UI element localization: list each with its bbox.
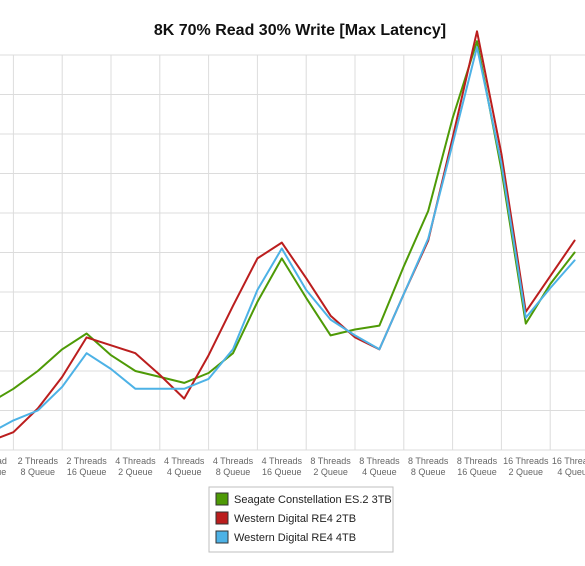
x-tick-label: 4 Queue xyxy=(167,467,202,477)
x-tick-label: 16 Threads xyxy=(552,456,585,466)
legend-box xyxy=(208,486,394,553)
grid xyxy=(0,54,585,451)
x-tick-label: 4 Threads xyxy=(164,456,205,466)
legend-swatch xyxy=(215,492,229,506)
x-tick-label: 16 Queue xyxy=(262,467,302,477)
x-tick-label: 2 Queue xyxy=(509,467,544,477)
x-tick-label: 8 Threads xyxy=(408,456,449,466)
x-tick-label: 16 Threads xyxy=(503,456,549,466)
x-tick-label: 2 Queue xyxy=(118,467,153,477)
x-tick-label: 4 Threads xyxy=(115,456,156,466)
x-tick-label: 1 Queue xyxy=(0,467,6,477)
x-tick-label: 1 Thread xyxy=(0,456,7,466)
x-tick-label: 16 Queue xyxy=(67,467,107,477)
x-tick-label: 8 Threads xyxy=(310,456,351,466)
x-tick-label: 2 Threads xyxy=(18,456,59,466)
series-line-3 xyxy=(0,46,576,429)
x-tick-label: 8 Threads xyxy=(457,456,498,466)
x-tick-label: 4 Threads xyxy=(213,456,254,466)
x-tick-label: 8 Queue xyxy=(21,467,56,477)
x-tick-label: 2 Queue xyxy=(313,467,348,477)
chart-title: 8K 70% Read 30% Write [Max Latency] xyxy=(154,22,446,39)
series-line-2 xyxy=(0,30,576,439)
legend-label: Seagate Constellation ES.2 3TB xyxy=(234,494,392,506)
legend-swatch xyxy=(215,511,229,525)
x-tick-label: 2 Threads xyxy=(66,456,107,466)
x-tick-label: 4 Threads xyxy=(262,456,303,466)
series-lines xyxy=(0,30,576,439)
x-tick-label: 4 Queue xyxy=(362,467,397,477)
x-tick-label: 8 Threads xyxy=(359,456,400,466)
legend-swatch xyxy=(215,530,229,544)
x-tick-label: 16 Queue xyxy=(457,467,497,477)
legend: Seagate Constellation ES.2 3TB Western Di… xyxy=(208,486,394,553)
legend-label: Western Digital RE4 2TB xyxy=(234,513,356,525)
x-tick-label: 8 Queue xyxy=(216,467,251,477)
x-tick-label: 8 Queue xyxy=(411,467,446,477)
legend-label: Western Digital RE4 4TB xyxy=(234,532,356,544)
series-line-1 xyxy=(0,40,576,398)
x-tick-label: 4 Queue xyxy=(557,467,585,477)
